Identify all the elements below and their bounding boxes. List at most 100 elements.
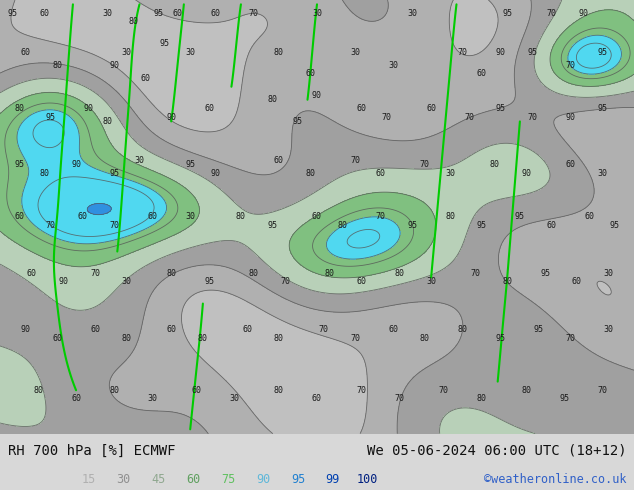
Text: 80: 80 [128, 17, 138, 26]
Text: 70: 70 [356, 386, 366, 395]
Text: 30: 30 [597, 169, 607, 178]
Text: 80: 80 [52, 61, 62, 70]
Text: 95: 95 [534, 325, 544, 334]
Text: ©weatheronline.co.uk: ©weatheronline.co.uk [484, 473, 626, 487]
Text: 90: 90 [578, 8, 588, 18]
Text: 70: 70 [350, 156, 360, 165]
Text: 60: 60 [566, 160, 576, 169]
Text: 70: 70 [470, 269, 481, 278]
Text: 60: 60 [166, 325, 176, 334]
Text: 90: 90 [312, 91, 322, 100]
Text: 60: 60 [186, 473, 200, 487]
Text: 70: 70 [527, 113, 538, 122]
Text: 90: 90 [166, 113, 176, 122]
Text: 60: 60 [14, 212, 24, 221]
Text: 95: 95 [407, 221, 417, 230]
Text: 95: 95 [597, 48, 607, 56]
Text: 80: 80 [325, 269, 335, 278]
Text: 30: 30 [117, 473, 131, 487]
Text: 90: 90 [58, 277, 68, 286]
Text: 60: 60 [71, 394, 81, 403]
Text: 30: 30 [230, 394, 240, 403]
Text: 70: 70 [249, 8, 259, 18]
Text: 60: 60 [356, 277, 366, 286]
Text: 60: 60 [77, 212, 87, 221]
Text: 15: 15 [82, 473, 96, 487]
Text: 60: 60 [312, 394, 322, 403]
Text: 70: 70 [109, 221, 119, 230]
Text: 70: 70 [280, 277, 290, 286]
Text: 60: 60 [27, 269, 37, 278]
Text: 70: 70 [46, 221, 56, 230]
Text: 80: 80 [521, 386, 531, 395]
Text: 80: 80 [306, 169, 316, 178]
Text: 60: 60 [204, 104, 214, 113]
Text: 30: 30 [445, 169, 455, 178]
Text: 60: 60 [20, 48, 30, 56]
Text: 60: 60 [147, 212, 157, 221]
Text: 70: 70 [375, 212, 385, 221]
Text: 90: 90 [496, 48, 506, 56]
Text: 90: 90 [210, 169, 221, 178]
Text: 60: 60 [375, 169, 385, 178]
Text: 100: 100 [357, 473, 378, 487]
Text: 30: 30 [407, 8, 417, 18]
Text: 90: 90 [256, 473, 270, 487]
Text: 30: 30 [426, 277, 436, 286]
Text: 30: 30 [122, 277, 132, 286]
Text: 80: 80 [33, 386, 43, 395]
Text: 60: 60 [210, 8, 221, 18]
Text: 95: 95 [293, 117, 303, 126]
Text: 60: 60 [306, 69, 316, 78]
Text: 60: 60 [242, 325, 252, 334]
Text: 80: 80 [394, 269, 404, 278]
Text: 80: 80 [489, 160, 500, 169]
Text: 95: 95 [502, 8, 512, 18]
Text: 80: 80 [166, 269, 176, 278]
Text: 80: 80 [274, 386, 284, 395]
Text: 90: 90 [521, 169, 531, 178]
Text: 70: 70 [394, 394, 404, 403]
Text: 70: 70 [566, 334, 576, 343]
Text: 30: 30 [185, 212, 195, 221]
Text: RH 700 hPa [%] ECMWF: RH 700 hPa [%] ECMWF [8, 443, 175, 458]
Text: 80: 80 [502, 277, 512, 286]
Text: 70: 70 [597, 386, 607, 395]
Text: 99: 99 [326, 473, 340, 487]
Text: 95: 95 [496, 334, 506, 343]
Text: 95: 95 [8, 8, 18, 18]
Text: 60: 60 [585, 212, 595, 221]
Text: 30: 30 [604, 269, 614, 278]
Text: 60: 60 [356, 104, 366, 113]
Text: 60: 60 [426, 104, 436, 113]
Text: 70: 70 [90, 269, 100, 278]
Text: 90: 90 [84, 104, 94, 113]
Text: We 05-06-2024 06:00 UTC (18+12): We 05-06-2024 06:00 UTC (18+12) [366, 443, 626, 458]
Text: 80: 80 [337, 221, 347, 230]
Text: 95: 95 [109, 169, 119, 178]
Text: 80: 80 [445, 212, 455, 221]
Text: 95: 95 [477, 221, 487, 230]
Text: 95: 95 [14, 160, 24, 169]
Text: 60: 60 [39, 8, 49, 18]
Text: 95: 95 [46, 113, 56, 122]
Text: 80: 80 [268, 95, 278, 104]
Text: 95: 95 [153, 8, 164, 18]
Text: 70: 70 [420, 160, 430, 169]
Text: 30: 30 [604, 325, 614, 334]
Text: 70: 70 [350, 334, 360, 343]
Text: 70: 70 [382, 113, 392, 122]
Text: 80: 80 [458, 325, 468, 334]
Text: 70: 70 [458, 48, 468, 56]
Text: 60: 60 [52, 334, 62, 343]
Text: 30: 30 [134, 156, 145, 165]
Text: 95: 95 [160, 39, 170, 48]
Text: 80: 80 [39, 169, 49, 178]
Text: 95: 95 [610, 221, 620, 230]
Text: 80: 80 [14, 104, 24, 113]
Text: 95: 95 [540, 269, 550, 278]
Text: 80: 80 [249, 269, 259, 278]
Text: 95: 95 [204, 277, 214, 286]
Text: 80: 80 [236, 212, 246, 221]
Text: 80: 80 [122, 334, 132, 343]
